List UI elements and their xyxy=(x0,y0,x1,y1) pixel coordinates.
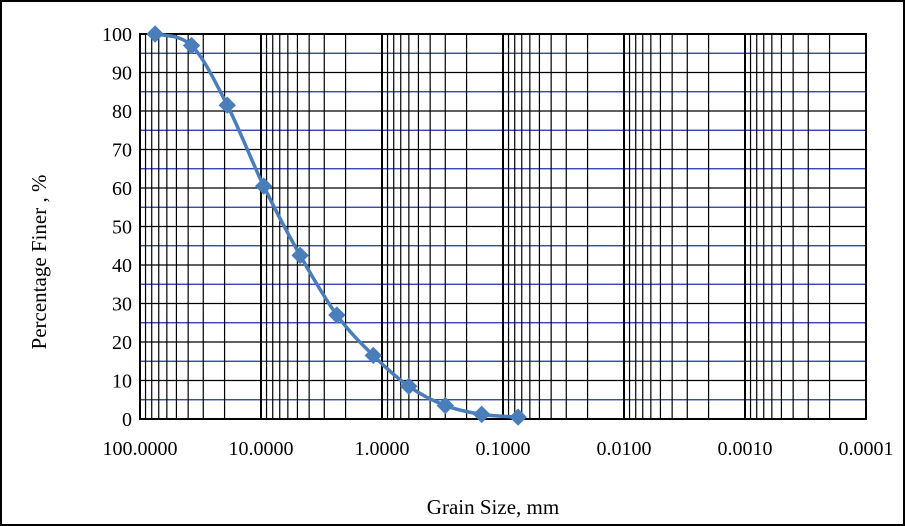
y-tick-label: 90 xyxy=(112,63,132,85)
data-point xyxy=(291,246,309,265)
y-tick-label: 70 xyxy=(112,140,132,162)
y-tick-label: 80 xyxy=(112,101,132,123)
y-tick-label: 20 xyxy=(112,332,132,354)
data-point xyxy=(146,25,164,43)
x-tick-label: 10.0000 xyxy=(229,438,294,460)
x-tick-label: 0.0001 xyxy=(839,438,894,460)
grid xyxy=(140,33,867,419)
x-tick-label: 0.0100 xyxy=(597,438,652,460)
axes xyxy=(139,33,867,420)
tick-labels: 0 10 20 30 40 50 60 70 80 90 100 100.0000 10.0000 1.0… xyxy=(102,24,894,460)
data-point xyxy=(182,36,201,55)
x-tick-label: 0.0010 xyxy=(718,438,773,460)
y-tick-label: 10 xyxy=(112,371,132,393)
y-tick-label: 50 xyxy=(112,217,132,239)
data-point xyxy=(472,405,491,424)
x-tick-label: 0.1000 xyxy=(476,438,531,460)
data-point xyxy=(328,306,346,324)
data-point xyxy=(254,177,273,195)
x-tick-label: 100.0000 xyxy=(103,438,178,460)
y-tick-label: 40 xyxy=(112,255,132,277)
data-point xyxy=(364,346,383,365)
data-point xyxy=(436,396,454,415)
plot-area-border xyxy=(139,33,867,420)
data-point xyxy=(509,408,527,426)
y-tick-label: 100 xyxy=(102,24,132,46)
series-line xyxy=(154,32,519,419)
y-tick-label: 30 xyxy=(112,294,132,316)
y-tick-label: 60 xyxy=(112,178,132,200)
y-tick-label: 0 xyxy=(122,409,132,431)
x-axis-title: Grain Size, mm xyxy=(427,495,559,519)
y-axis-title: Percentage Finer , % xyxy=(27,175,51,350)
x-tick-label: 1.0000 xyxy=(355,438,410,460)
data-point xyxy=(218,96,236,114)
data-point xyxy=(400,377,418,395)
series-gradation-curve xyxy=(146,25,527,426)
